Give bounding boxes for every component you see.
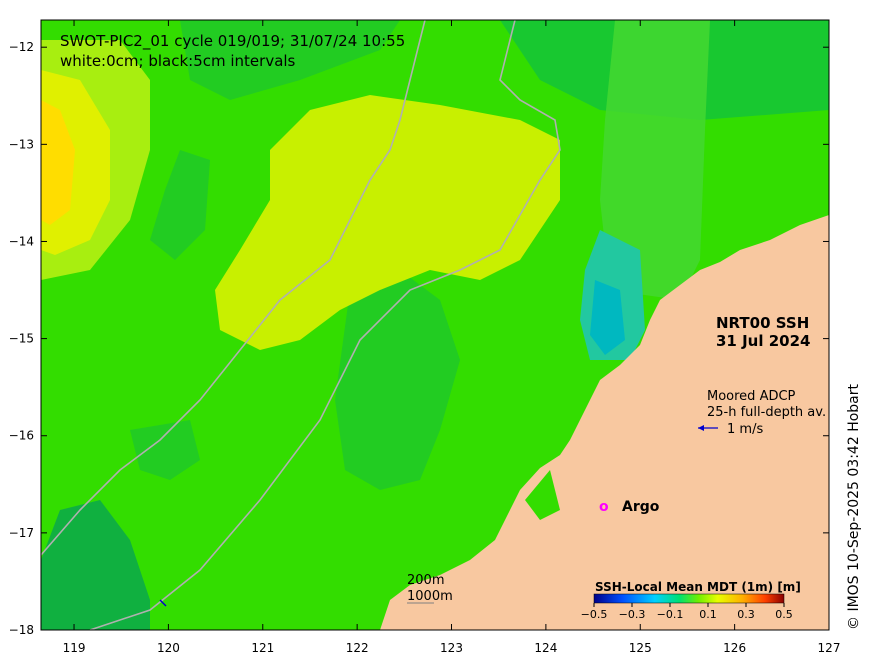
- x-tick-label: 119: [63, 641, 86, 655]
- colorbar-tick-label: −0.3: [619, 608, 646, 621]
- colorbar-tick-label: −0.5: [581, 608, 608, 621]
- colorbar-tick-label: 0.1: [699, 608, 717, 621]
- x-axis: 119 120 121 122 123 124 125 126 127: [63, 20, 841, 655]
- isobath-1000m: [41, 20, 426, 556]
- y-tick-label: −14: [9, 234, 34, 248]
- y-tick-label: −13: [9, 137, 34, 151]
- colorbar-tick-label: 0.3: [737, 608, 755, 621]
- negative-anomaly-region: [335, 270, 460, 490]
- swot-eddy-core: [590, 280, 625, 355]
- x-tick-label: 121: [251, 641, 274, 655]
- colorbar-tick-label: −0.1: [657, 608, 684, 621]
- isobath-200m: [89, 20, 561, 630]
- adcp-label-detail: 25-h full-depth av.: [707, 405, 826, 420]
- x-tick-label: 122: [346, 641, 369, 655]
- product-date: 31 Jul 2024: [716, 332, 810, 350]
- isobath-1000m-label: 1000m: [407, 589, 453, 604]
- product-name: NRT00 SSH: [716, 314, 809, 332]
- x-tick-label: 124: [534, 641, 557, 655]
- negative-anomaly-region: [130, 420, 200, 480]
- australia-land: [380, 215, 829, 630]
- isobath-200m-label: 200m: [407, 573, 444, 588]
- map-title-line1: SWOT-PIC2_01 cycle 019/019; 31/07/24 10:…: [60, 32, 405, 51]
- colorbar-tick-label: 0.5: [775, 608, 793, 621]
- negative-anomaly-region: [180, 20, 400, 100]
- y-tick-label: −12: [9, 40, 34, 54]
- y-tick-label: −15: [9, 332, 34, 346]
- y-axis: −12 −13 −14 −15 −16 −17 −18: [9, 40, 829, 637]
- adcp-vector: [159, 599, 167, 607]
- negative-anomaly-region: [41, 500, 150, 630]
- king-sound: [525, 470, 560, 520]
- adcp-label: Moored ADCP: [707, 389, 796, 404]
- adcp-scale-arrowhead: [698, 425, 704, 431]
- colorbar-ticks: −0.5 −0.3 −0.1 0.1 0.3 0.5: [581, 603, 793, 621]
- y-tick-label: −16: [9, 429, 34, 443]
- positive-anomaly-region: [215, 95, 560, 350]
- y-tick-label: −17: [9, 526, 34, 540]
- colorbar: [593, 593, 785, 604]
- x-tick-label: 125: [629, 641, 652, 655]
- negative-anomaly-region: [150, 150, 210, 260]
- x-tick-label: 120: [157, 641, 180, 655]
- x-tick-label: 127: [818, 641, 841, 655]
- credit-text: © IMOS 10-Sep-2025 03:42 Hobart: [846, 384, 862, 630]
- x-tick-label: 126: [723, 641, 746, 655]
- argo-symbol: o: [599, 499, 609, 515]
- colorbar-title: SSH-Local Mean MDT (1m) [m]: [595, 580, 801, 594]
- argo-label: Argo: [622, 499, 660, 515]
- positive-anomaly-region: [41, 100, 75, 225]
- y-tick-label: −18: [9, 623, 34, 637]
- swot-swath: [600, 20, 710, 300]
- adcp-scale-label: 1 m/s: [727, 422, 763, 437]
- map-title-line2: white:0cm; black:5cm intervals: [60, 52, 296, 70]
- x-tick-label: 123: [440, 641, 463, 655]
- map-field: [41, 20, 829, 630]
- plot-frame: [40, 19, 830, 631]
